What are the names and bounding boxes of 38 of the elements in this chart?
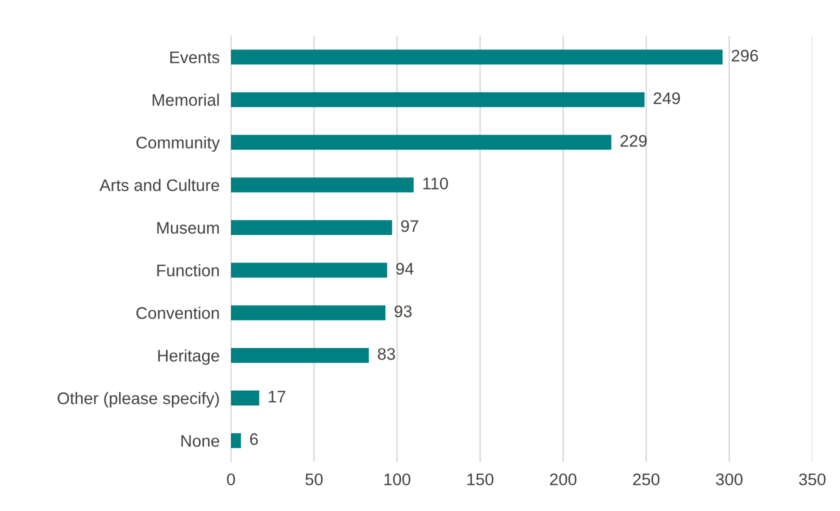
bar xyxy=(231,262,388,278)
x-tick-label: 150 xyxy=(467,473,494,486)
x-tick-label: 350 xyxy=(799,473,826,486)
data-label: 97 xyxy=(401,220,418,232)
data-label: 229 xyxy=(620,134,647,147)
y-tick-label: None xyxy=(181,435,220,447)
data-label: 83 xyxy=(378,348,395,360)
bar xyxy=(231,305,386,320)
data-label: 249 xyxy=(654,92,680,104)
data-label: 93 xyxy=(394,305,412,318)
bar xyxy=(231,433,241,448)
y-tick-label: Other (please specify) xyxy=(58,392,219,408)
data-label: 94 xyxy=(396,262,414,275)
y-tick-label: Museum xyxy=(157,222,219,234)
bar xyxy=(231,177,414,192)
y-tick-label: Community xyxy=(136,136,220,152)
data-label: 6 xyxy=(250,433,258,446)
y-tick-label: Function xyxy=(157,264,219,276)
y-tick-label: Heritage xyxy=(158,349,220,365)
x-tick-label: 100 xyxy=(384,473,410,486)
bar xyxy=(231,220,392,236)
x-tick-label: 300 xyxy=(716,473,742,486)
y-tick-label: Events xyxy=(170,52,220,64)
bar xyxy=(231,50,723,65)
x-tick-label: 50 xyxy=(305,473,323,486)
bar xyxy=(231,134,612,150)
data-label: 110 xyxy=(423,178,448,190)
y-tick-label: Arts and Culture xyxy=(100,178,220,192)
y-tick-label: Memorial xyxy=(152,94,219,106)
bar xyxy=(231,92,645,108)
data-label: 17 xyxy=(268,390,286,402)
x-tick-label: 250 xyxy=(633,473,660,486)
data-label: 296 xyxy=(732,50,758,62)
x-tick-label: 200 xyxy=(550,473,576,486)
bar xyxy=(231,348,369,363)
x-tick-label: 0 xyxy=(227,473,235,486)
bar xyxy=(231,390,260,406)
y-tick-label: Convention xyxy=(136,306,219,319)
